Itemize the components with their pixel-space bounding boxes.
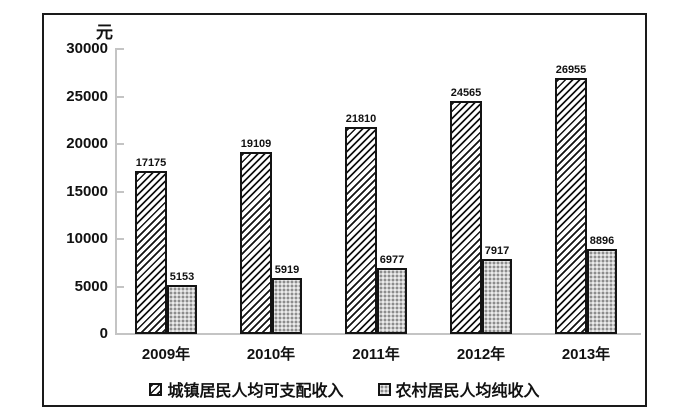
legend-item: 农村居民人均纯收入 [377, 377, 540, 401]
x-axis-category-label: 2009年 [141, 346, 191, 363]
y-axis-tick-label: 20000 [66, 135, 108, 152]
legend-label: 城镇居民人均可支配收入 [167, 383, 344, 400]
bar-dot-grid-2009年 [167, 285, 197, 334]
y-axis-tick-label: 0 [99, 325, 108, 342]
y-axis-tick [115, 285, 124, 288]
bar-dot-grid-2012年 [482, 259, 512, 334]
bar-value-label: 24565 [450, 87, 482, 99]
bar-value-label: 26955 [555, 64, 587, 76]
legend: 城镇居民人均可支配收入 农村居民人均纯收入 [44, 377, 645, 401]
bar-value-label: 5153 [169, 271, 195, 283]
legend-swatch-dot-grid-icon [377, 382, 391, 396]
y-axis-tick [115, 95, 124, 98]
bar-diagonal-hatch-2010年 [240, 152, 272, 334]
y-axis-tick-label: 15000 [66, 182, 108, 200]
legend-swatch-diagonal-hatch-icon [149, 382, 163, 396]
y-axis-unit-label: 元 [96, 23, 113, 42]
bar-value-label: 6977 [379, 254, 405, 266]
bar-diagonal-hatch-2009年 [135, 171, 167, 334]
y-axis-tick-label: 25000 [66, 87, 108, 105]
bar-diagonal-hatch-2013年 [555, 78, 587, 334]
x-axis-category-label: 2011年 [352, 346, 400, 363]
bar-diagonal-hatch-2012年 [450, 101, 482, 334]
y-axis-tick-label: 10000 [66, 230, 108, 247]
x-axis-category-label: 2010年 [246, 346, 296, 363]
y-axis-tick [115, 238, 124, 240]
bar-value-label: 17175 [135, 157, 167, 169]
y-axis-tick [115, 143, 124, 145]
legend-item: 城镇居民人均可支配收入 [149, 377, 344, 401]
bar-value-label: 8896 [589, 235, 615, 247]
y-axis-tick-label: 30000 [66, 40, 108, 57]
bar-value-label: 7917 [484, 245, 510, 257]
x-axis-baseline [115, 333, 641, 335]
bar-dot-grid-2013年 [587, 249, 617, 334]
x-axis-category-label: 2013年 [561, 346, 611, 363]
y-axis-tick [115, 48, 124, 50]
bar-diagonal-hatch-2011年 [345, 127, 377, 334]
bar-dot-grid-2010年 [272, 278, 302, 334]
legend-label: 农村居民人均纯收入 [395, 383, 540, 400]
bar-dot-grid-2011年 [377, 268, 407, 334]
chart-frame: 元 0 5000 10000 15000 20000 25000 30000 17175 515… [42, 13, 647, 407]
bar-value-label: 21810 [345, 113, 377, 125]
y-axis-tick [115, 333, 124, 335]
y-axis-tick-label: 5000 [74, 277, 108, 295]
y-axis-tick [115, 190, 124, 193]
bar-value-label: 19109 [240, 138, 272, 150]
bar-value-label: 5919 [274, 264, 300, 276]
x-axis-category-label: 2012年 [456, 346, 506, 363]
